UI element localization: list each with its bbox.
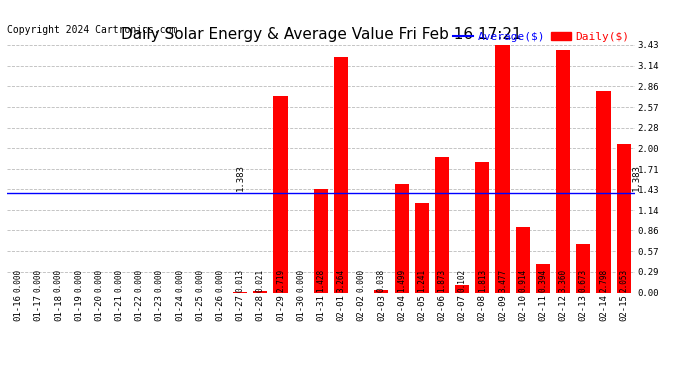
Text: 0.000: 0.000 <box>115 269 124 292</box>
Text: 1.428: 1.428 <box>316 269 326 292</box>
Text: 0.000: 0.000 <box>135 269 144 292</box>
Text: 0.000: 0.000 <box>54 269 63 292</box>
Text: 2.053: 2.053 <box>619 269 628 292</box>
Text: 1.873: 1.873 <box>437 269 446 292</box>
Text: 1.499: 1.499 <box>397 269 406 292</box>
Bar <box>515 226 530 292</box>
Text: 2.798: 2.798 <box>599 269 608 292</box>
Text: 0.673: 0.673 <box>579 269 588 292</box>
Bar <box>233 291 247 292</box>
Bar <box>536 264 550 292</box>
Text: 0.000: 0.000 <box>296 269 305 292</box>
Text: 2.719: 2.719 <box>276 269 285 292</box>
Text: 0.000: 0.000 <box>357 269 366 292</box>
Bar <box>375 290 388 292</box>
Text: 1.813: 1.813 <box>478 269 487 292</box>
Text: 0.000: 0.000 <box>215 269 224 292</box>
Bar <box>617 144 631 292</box>
Text: 0.000: 0.000 <box>34 269 43 292</box>
Bar <box>455 285 469 292</box>
Text: 3.264: 3.264 <box>337 269 346 292</box>
Text: 1.383: 1.383 <box>632 164 641 190</box>
Bar <box>395 184 408 292</box>
Text: 0.000: 0.000 <box>14 269 23 292</box>
Bar <box>253 291 267 292</box>
Text: 0.038: 0.038 <box>377 269 386 292</box>
Text: 1.241: 1.241 <box>417 269 426 292</box>
Text: 0.394: 0.394 <box>538 269 547 292</box>
Text: 0.013: 0.013 <box>235 269 244 292</box>
Text: 3.360: 3.360 <box>559 269 568 292</box>
Bar <box>273 96 288 292</box>
Text: 3.477: 3.477 <box>498 269 507 292</box>
Title: Daily Solar Energy & Average Value Fri Feb 16 17:21: Daily Solar Energy & Average Value Fri F… <box>121 27 521 42</box>
Text: Copyright 2024 Cartronics.com: Copyright 2024 Cartronics.com <box>7 25 177 35</box>
Bar <box>314 189 328 292</box>
Text: 0.914: 0.914 <box>518 269 527 292</box>
Bar <box>334 57 348 292</box>
Text: 0.021: 0.021 <box>256 269 265 292</box>
Bar <box>435 158 449 292</box>
Text: 0.000: 0.000 <box>195 269 204 292</box>
Text: 0.000: 0.000 <box>74 269 83 292</box>
Text: 0.102: 0.102 <box>457 269 466 292</box>
Bar <box>495 42 510 292</box>
Text: 0.000: 0.000 <box>95 269 103 292</box>
Text: 1.383: 1.383 <box>235 164 244 190</box>
Bar <box>556 50 570 292</box>
Text: 0.000: 0.000 <box>175 269 184 292</box>
Bar <box>576 244 591 292</box>
Text: 0.000: 0.000 <box>155 269 164 292</box>
Legend: Average($), Daily($): Average($), Daily($) <box>453 32 629 42</box>
Bar <box>475 162 489 292</box>
Bar <box>415 203 429 292</box>
Bar <box>596 91 611 292</box>
